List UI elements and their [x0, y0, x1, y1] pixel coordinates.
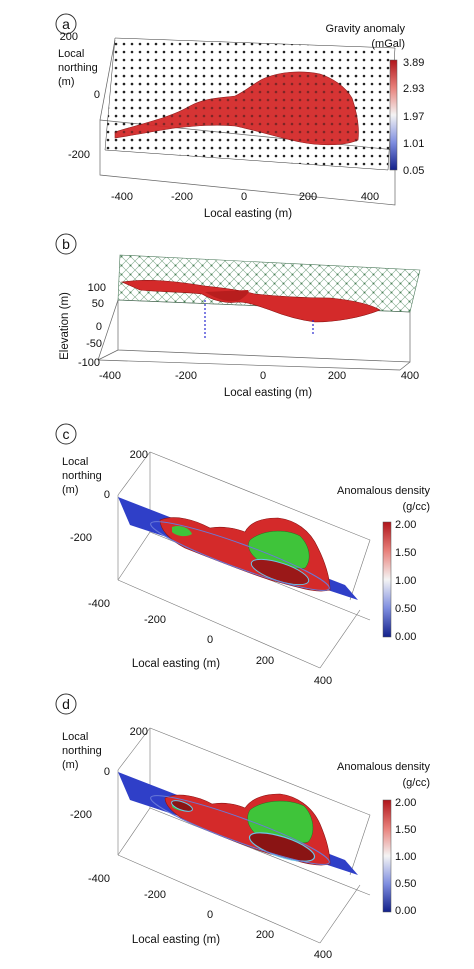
- panel-d-ytick-0: 200: [130, 726, 148, 738]
- panel-d-ylabel-2: (m): [62, 759, 79, 771]
- panel-c-cbar-tick-2: 1.00: [395, 575, 416, 587]
- panel-c-badge: [55, 423, 77, 445]
- panel-c-letter: c: [63, 426, 70, 442]
- panel-b-xtick-0: -400: [99, 370, 121, 382]
- panel-d-xtick-2: 200: [256, 929, 274, 941]
- panel-c-xtick-0: -200: [144, 614, 166, 626]
- panel-d-anomaly-ring: [150, 795, 330, 865]
- panel-d-letter: d: [62, 696, 70, 712]
- panel-a-cbar-tick-3: 1.01: [403, 138, 424, 150]
- panel-b-anomaly-lobe: [205, 290, 249, 302]
- panel-d-xtick-1: 0: [207, 909, 213, 921]
- panel-a-xtick-3: 200: [299, 191, 317, 203]
- panel-d-ylabel-1: northing: [62, 745, 102, 757]
- panel-a-cbar-title-0: Gravity anomaly: [326, 23, 406, 35]
- panel-b-anomaly-volume: [120, 280, 381, 323]
- panel-a-ylabel-1: northing: [58, 62, 98, 74]
- panel-d-box: [117, 727, 371, 944]
- panel-b-ytick-1: 50: [92, 298, 104, 310]
- panel-a-letter: a: [62, 16, 70, 32]
- panel-d-cbar-tick-3: 0.50: [395, 878, 416, 890]
- panel-c-colorbar: [382, 521, 392, 638]
- panel-a-cbar-tick-0: 3.89: [403, 57, 424, 69]
- panel-d-cbar-tick-4: 0.00: [395, 905, 416, 917]
- panel-d-ytick-3: -400: [88, 873, 110, 885]
- panel-b-ytick-3: -50: [86, 338, 102, 350]
- panel-d-xtick-0: -200: [144, 889, 166, 901]
- panel-c-ylabel-1: northing: [62, 470, 102, 482]
- panel-c-ytick-1: 0: [104, 489, 110, 501]
- panel-a-ytick-0: 200: [60, 31, 78, 43]
- panel-d: d 200 0 -200 -400 Local northing (m) -20…: [55, 693, 431, 961]
- panel-d-badge: [55, 693, 77, 715]
- panel-b-badge: [55, 233, 77, 255]
- panel-b-xtick-2: 0: [260, 370, 266, 382]
- panel-a-ylabel-2: (m): [58, 76, 75, 88]
- panel-c-xtick-1: 0: [207, 634, 213, 646]
- panel-c-ylabel-0: Local: [62, 456, 88, 468]
- panel-d-xtick-3: 400: [314, 949, 332, 961]
- panel-a-cbar-tick-2: 1.97: [403, 111, 424, 123]
- panel-c-xtick-3: 400: [314, 675, 332, 687]
- panel-c-cbar-tick-0: 2.00: [395, 519, 416, 531]
- panel-a-ylabel-0: Local: [58, 48, 84, 60]
- panel-c-xtick-2: 200: [256, 655, 274, 667]
- panel-a-xtick-0: -400: [111, 191, 133, 203]
- panel-a-xtick-4: 400: [361, 191, 379, 203]
- panel-b-ytick-2: 0: [96, 321, 102, 333]
- panel-b-xtick-3: 200: [328, 370, 346, 382]
- panel-c-ytick-0: 200: [130, 449, 148, 461]
- panel-d-cbar-tick-2: 1.00: [395, 851, 416, 863]
- panel-a-xlabel: Local easting (m): [204, 208, 292, 220]
- panel-c-ylabel-2: (m): [62, 484, 79, 496]
- panel-d-ylabel-0: Local: [62, 731, 88, 743]
- panel-d-colorbar: [382, 799, 392, 913]
- panel-c-anomaly-green-small: [172, 525, 192, 537]
- panel-d-xlabel: Local easting (m): [132, 934, 220, 946]
- panel-b: b 100 50 0 -50 -100 Elevation (m) -400 -…: [55, 233, 421, 399]
- panel-d-ytick-2: -200: [70, 809, 92, 821]
- panel-c: c 200 0 -200 -400 Local northing (m) -20…: [55, 423, 431, 687]
- panel-c-ytick-2: -200: [70, 532, 92, 544]
- panel-a-cbar-tick-4: 0.05: [403, 165, 424, 177]
- panel-d-cbar-tick-1: 1.50: [395, 824, 416, 836]
- panel-b-letter: b: [62, 236, 70, 252]
- panel-b-xtick-4: 400: [401, 370, 419, 382]
- panel-c-cbar-tick-3: 0.50: [395, 603, 416, 615]
- panel-b-ytick-0: 100: [88, 282, 106, 294]
- panel-a-cbar-title-1: (mGal): [371, 38, 405, 50]
- panel-c-xlabel: Local easting (m): [132, 658, 220, 670]
- panel-a-ytick-1: 0: [94, 89, 100, 101]
- panel-c-box: [117, 451, 371, 669]
- panel-c-cbar-tick-1: 1.50: [395, 547, 416, 559]
- panel-b-xtick-1: -200: [175, 370, 197, 382]
- panel-a-xtick-1: -200: [171, 191, 193, 203]
- panel-d-anomaly-core-small: [171, 800, 193, 812]
- panel-b-mesh-dots: [118, 255, 420, 312]
- panel-d-ytick-1: 0: [104, 766, 110, 778]
- panel-a-xtick-2: 0: [241, 191, 247, 203]
- panel-a-grid-overlay: [115, 70, 360, 150]
- panel-c-anomaly-ring: [150, 521, 330, 591]
- panel-a-ytick-2: -200: [68, 149, 90, 161]
- panel-d-cbar-title-0: Anomalous density: [337, 761, 430, 773]
- panel-d-anomaly-core: [248, 832, 316, 862]
- panel-d-cbar-title-1: (g/cc): [403, 777, 431, 789]
- panel-a-badge: [55, 13, 77, 35]
- panel-c-cbar-title-0: Anomalous density: [337, 485, 430, 497]
- panel-c-ytick-3: -400: [88, 598, 110, 610]
- panel-a: a 200 0 -200 Local northing (m) -400 -20…: [55, 13, 424, 220]
- panel-c-cbar-title-1: (g/cc): [403, 501, 431, 513]
- panel-c-cbar-tick-4: 0.00: [395, 631, 416, 643]
- panel-d-cbar-tick-0: 2.00: [395, 797, 416, 809]
- panel-a-cbar-tick-1: 2.93: [403, 83, 424, 95]
- panel-b-xlabel: Local easting (m): [224, 387, 312, 399]
- panel-b-ylabel: Elevation (m): [59, 292, 71, 360]
- panel-b-ytick-4: -100: [78, 357, 100, 369]
- panel-a-colorbar: [389, 59, 398, 171]
